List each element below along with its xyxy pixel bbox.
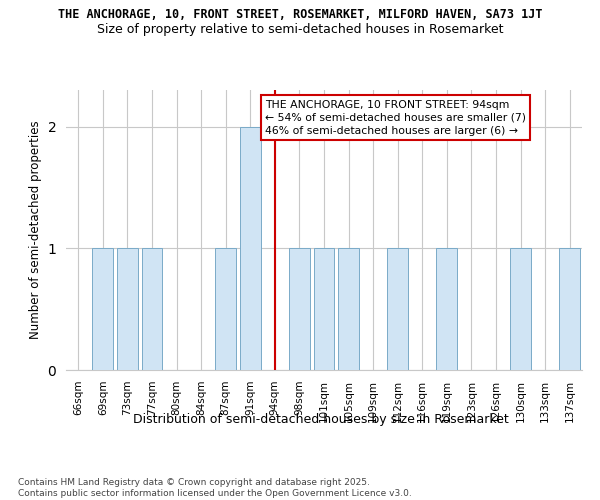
Text: Size of property relative to semi-detached houses in Rosemarket: Size of property relative to semi-detach… <box>97 22 503 36</box>
Bar <box>289 248 310 370</box>
Bar <box>510 248 531 370</box>
Bar <box>215 248 236 370</box>
Bar <box>117 248 138 370</box>
Text: THE ANCHORAGE, 10, FRONT STREET, ROSEMARKET, MILFORD HAVEN, SA73 1JT: THE ANCHORAGE, 10, FRONT STREET, ROSEMAR… <box>58 8 542 20</box>
Text: THE ANCHORAGE, 10 FRONT STREET: 94sqm
← 54% of semi-detached houses are smaller : THE ANCHORAGE, 10 FRONT STREET: 94sqm ← … <box>265 100 526 136</box>
Bar <box>240 126 261 370</box>
Bar <box>559 248 580 370</box>
Bar <box>142 248 163 370</box>
Bar <box>338 248 359 370</box>
Y-axis label: Number of semi-detached properties: Number of semi-detached properties <box>29 120 42 340</box>
Text: Contains HM Land Registry data © Crown copyright and database right 2025.
Contai: Contains HM Land Registry data © Crown c… <box>18 478 412 498</box>
Bar <box>314 248 334 370</box>
Text: Distribution of semi-detached houses by size in Rosemarket: Distribution of semi-detached houses by … <box>133 412 509 426</box>
Bar <box>92 248 113 370</box>
Bar <box>436 248 457 370</box>
Bar <box>387 248 408 370</box>
